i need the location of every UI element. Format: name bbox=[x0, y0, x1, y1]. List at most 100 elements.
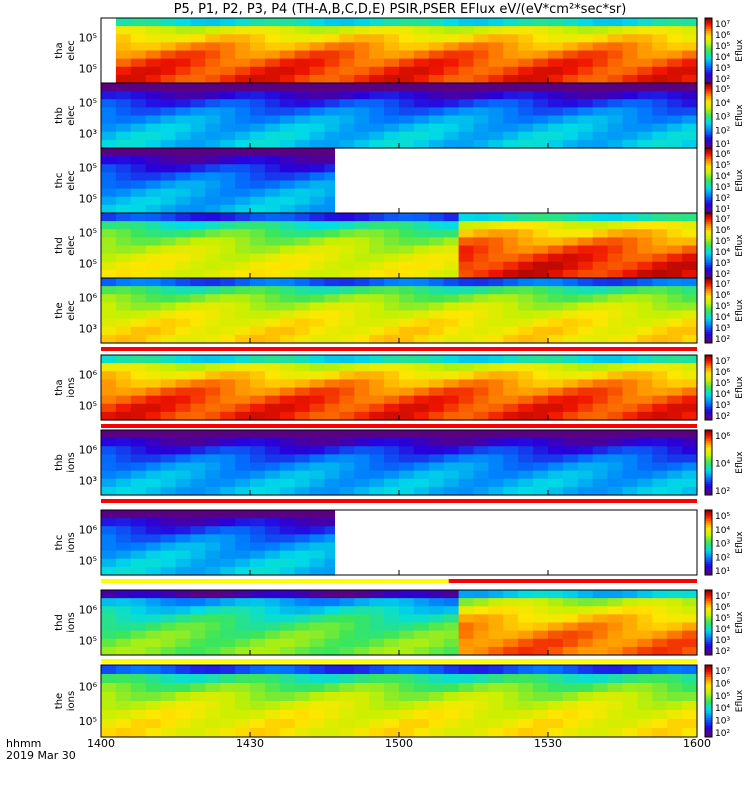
spectrogram-cell bbox=[115, 286, 132, 295]
spectrogram-cell bbox=[399, 665, 415, 675]
colorbar-swatch bbox=[705, 275, 712, 279]
spectrogram-cell bbox=[652, 310, 668, 320]
spectrogram-cell bbox=[652, 294, 668, 303]
spectrogram-cell bbox=[250, 180, 266, 190]
spectrogram-cell bbox=[160, 334, 177, 344]
spectrogram-cell bbox=[339, 478, 355, 488]
spectrogram-cell bbox=[175, 294, 191, 303]
spectrogram-cell bbox=[250, 172, 266, 182]
spectrogram-cell bbox=[607, 115, 624, 125]
spectrogram-cell bbox=[667, 278, 683, 287]
spectrogram-cell bbox=[324, 131, 340, 141]
colorbar-swatch bbox=[705, 436, 712, 440]
spectrogram-cell bbox=[294, 18, 311, 27]
spectrogram-cell bbox=[309, 478, 326, 488]
spectrogram-cell bbox=[518, 630, 534, 640]
spectrogram-cell bbox=[324, 438, 340, 447]
colorbar-tick-label: 10¹ bbox=[715, 140, 730, 150]
colorbar-swatch bbox=[705, 78, 712, 82]
spectrogram-cell bbox=[428, 363, 445, 372]
spectrogram-cell bbox=[443, 387, 460, 397]
spectrogram-cell bbox=[667, 470, 683, 480]
spectrogram-cell bbox=[294, 148, 311, 157]
spectrogram-cell bbox=[309, 614, 326, 624]
spectrogram-cell bbox=[220, 310, 236, 320]
spectrogram-cell bbox=[413, 302, 430, 312]
panel-species-label: ions bbox=[66, 612, 77, 632]
spectrogram-cell bbox=[652, 630, 668, 640]
spectrogram-cell bbox=[235, 646, 251, 656]
spectrogram-cell bbox=[264, 728, 281, 738]
colorbar-swatch bbox=[705, 727, 712, 731]
spectrogram-cell bbox=[473, 74, 489, 84]
spectrogram-cell bbox=[190, 229, 206, 238]
spectrogram-cell bbox=[473, 454, 489, 464]
spectrogram-cell bbox=[175, 50, 191, 60]
spectrogram-cell bbox=[413, 18, 430, 27]
spectrogram-cell bbox=[622, 403, 638, 413]
panel-probe-label: the bbox=[54, 693, 65, 709]
spectrogram-cell bbox=[428, 83, 445, 92]
spectrogram-cell bbox=[622, 371, 638, 380]
spectrogram-cell bbox=[205, 371, 221, 380]
spectrogram-cell bbox=[294, 430, 311, 439]
spectrogram-cell bbox=[339, 438, 355, 447]
spectrogram-cell bbox=[562, 74, 579, 84]
spectrogram-cell bbox=[279, 278, 296, 287]
spectrogram-cell bbox=[205, 278, 221, 287]
spectrogram-cell bbox=[503, 139, 519, 149]
spectrogram-cell bbox=[458, 107, 475, 117]
spectrogram-cell bbox=[101, 302, 117, 312]
spectrogram-cell bbox=[279, 34, 296, 43]
spectrogram-cell bbox=[294, 139, 311, 149]
spectrogram-cell bbox=[115, 123, 132, 133]
spectrogram-cell bbox=[428, 701, 445, 711]
spectrogram-cell bbox=[607, 355, 624, 364]
spectrogram-cell bbox=[190, 139, 206, 149]
spectrogram-cell bbox=[130, 395, 147, 405]
colorbar-swatch bbox=[705, 490, 712, 494]
spectrogram-cell bbox=[190, 486, 206, 496]
spectrogram-cell bbox=[682, 665, 698, 675]
spectrogram-cell bbox=[667, 630, 683, 640]
spectrogram-cell bbox=[175, 630, 191, 640]
spectrogram-cell bbox=[339, 470, 355, 480]
colorbar-swatch bbox=[705, 533, 712, 537]
spectrogram-cell bbox=[503, 430, 519, 439]
colorbar-swatch bbox=[705, 538, 712, 541]
spectrogram-cell bbox=[503, 107, 519, 117]
spectrogram-cell bbox=[101, 196, 117, 206]
spectrogram-cell bbox=[235, 221, 251, 230]
spectrogram-cell bbox=[115, 148, 132, 157]
spectrogram-cell bbox=[175, 614, 191, 624]
spectrogram-cell bbox=[279, 99, 296, 108]
spectrogram-cell bbox=[577, 606, 594, 615]
spectrogram-cell bbox=[548, 719, 564, 729]
spectrogram-cell bbox=[443, 334, 460, 344]
spectrogram-cell bbox=[279, 692, 296, 702]
spectrogram-cell bbox=[413, 213, 430, 222]
spectrogram-cell bbox=[130, 278, 147, 287]
spectrogram-cell bbox=[503, 221, 519, 230]
spectrogram-cell bbox=[488, 598, 504, 607]
colorbar-swatch bbox=[705, 332, 712, 335]
spectrogram-cell bbox=[130, 462, 147, 472]
colorbar-swatch bbox=[705, 460, 712, 463]
spectrogram-cell bbox=[145, 334, 162, 344]
spectrogram-cell bbox=[294, 91, 311, 100]
spectrogram-cell bbox=[101, 172, 117, 182]
spectrogram-cell bbox=[428, 310, 445, 320]
spectrogram-cell bbox=[264, 156, 281, 165]
spectrogram-cell bbox=[220, 534, 236, 544]
spectrogram-cell bbox=[607, 454, 624, 464]
panel-species-label: elec bbox=[66, 40, 77, 61]
spectrogram-cell bbox=[577, 614, 594, 624]
spectrogram-cell bbox=[235, 526, 251, 535]
spectrogram-cell bbox=[190, 221, 206, 230]
spectrogram-cell bbox=[562, 115, 579, 125]
spectrogram-cell bbox=[160, 614, 177, 624]
spectrogram-cell bbox=[577, 237, 594, 247]
spectrogram-cell bbox=[324, 107, 340, 117]
spectrogram-cell bbox=[309, 99, 326, 108]
spectrogram-cell bbox=[175, 411, 191, 421]
